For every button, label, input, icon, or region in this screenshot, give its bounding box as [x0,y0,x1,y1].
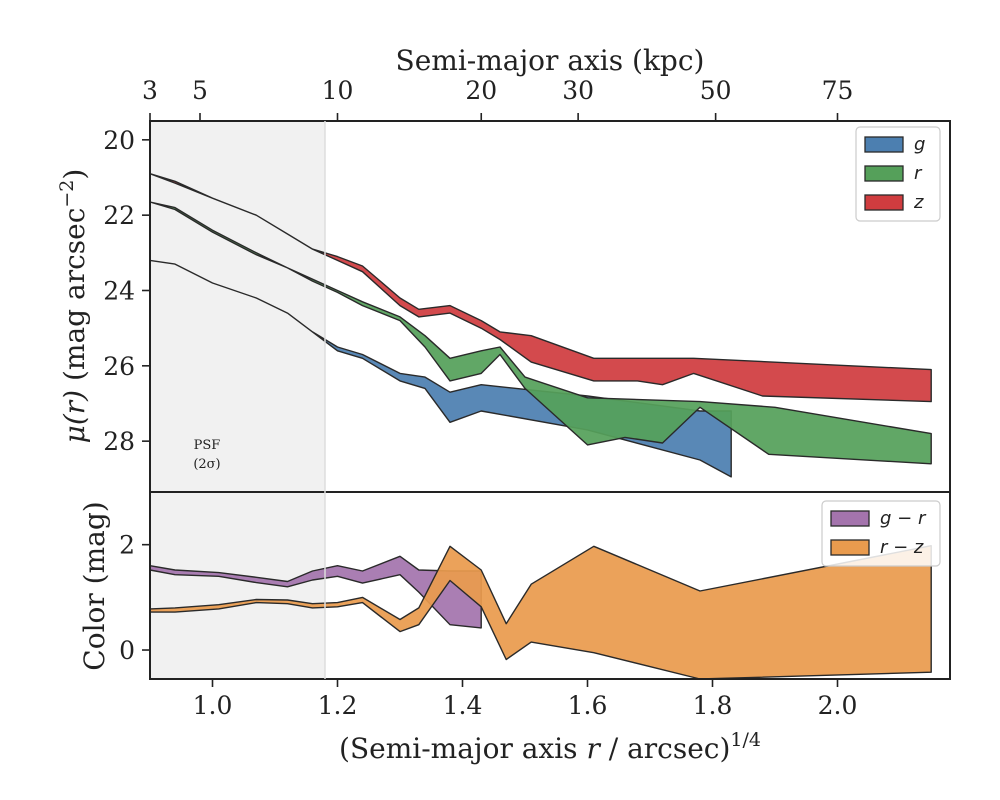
x-tick-label: 1.6 [568,691,608,720]
legend-swatch [830,539,870,556]
top-x-tick-label: 50 [700,76,732,105]
legend-swatch [864,165,904,182]
legend-label: z [913,192,924,213]
bottom-y-ticks: 02 [119,531,150,665]
x-tick-label: 1.4 [443,691,483,720]
psf-shaded-region [150,121,325,492]
y-tick-label: 28 [103,427,135,456]
top-x-tick-label: 30 [562,76,594,105]
top-x-tick-label: 20 [465,76,497,105]
surface-brightness-series [149,172,932,478]
psf-label: PSF [194,438,221,453]
legend-swatch [864,136,904,153]
series-band-r [149,201,932,465]
legend-swatch [864,194,904,211]
legend-label: r [914,163,923,184]
series-band-z [149,172,932,403]
top-x-ticks-kpc: 3 5 10 20 30 50 75 [142,76,853,121]
y-tick-label: 22 [103,201,135,230]
series-band-rz [149,545,932,680]
legend-label: r − z [880,537,924,558]
x-tick-label: 1.8 [693,691,733,720]
y-tick-label: 0 [119,636,135,665]
x-tick-label: 1.0 [193,691,233,720]
legend-label: g [914,134,925,155]
surface-brightness-panel: 20 22 24 26 28 3 5 10 20 30 50 75 Semi-major axis … [56,44,951,493]
top-y-axis-label: μ(r) (mag arcsec−2) [56,169,91,444]
top-x-tick-label: 10 [322,76,354,105]
y-tick-label: 20 [103,126,135,155]
legend-swatch [830,510,870,527]
bottom-x-axis-label: (Semi-major axis r / arcsec)1/4 [339,729,761,765]
color-series [149,545,932,680]
top-x-tick-label: 5 [192,76,208,105]
bottom-y-axis-label: Color (mag) [78,501,111,670]
top-x-tick-label: 3 [142,76,158,105]
x-tick-label: 2.0 [818,691,858,720]
psf-shaded-region [150,492,325,679]
x-tick-label: 1.2 [318,691,358,720]
top-x-tick-label: 75 [822,76,854,105]
bottom-panel-frame [149,491,951,680]
legend-label: g − r [880,508,927,529]
psf-sublabel: (2σ) [193,457,220,472]
y-tick-label: 24 [103,276,135,305]
y-tick-label: 26 [103,352,135,381]
color-panel: 02 1.0 1.2 1.4 1.6 1.8 2.0 Color (mag) (Semi-… [78,121,951,765]
top-y-ticks: 20 22 24 26 28 [103,126,150,456]
bottom-x-ticks: 1.0 1.2 1.4 1.6 1.8 2.0 [193,679,858,720]
bottom-legend: g − r r − z [821,500,941,567]
top-x-axis-label: Semi-major axis (kpc) [396,44,705,77]
series-band-gr [149,555,482,629]
y-tick-label: 2 [119,531,135,560]
top-legend: grz [855,126,941,222]
